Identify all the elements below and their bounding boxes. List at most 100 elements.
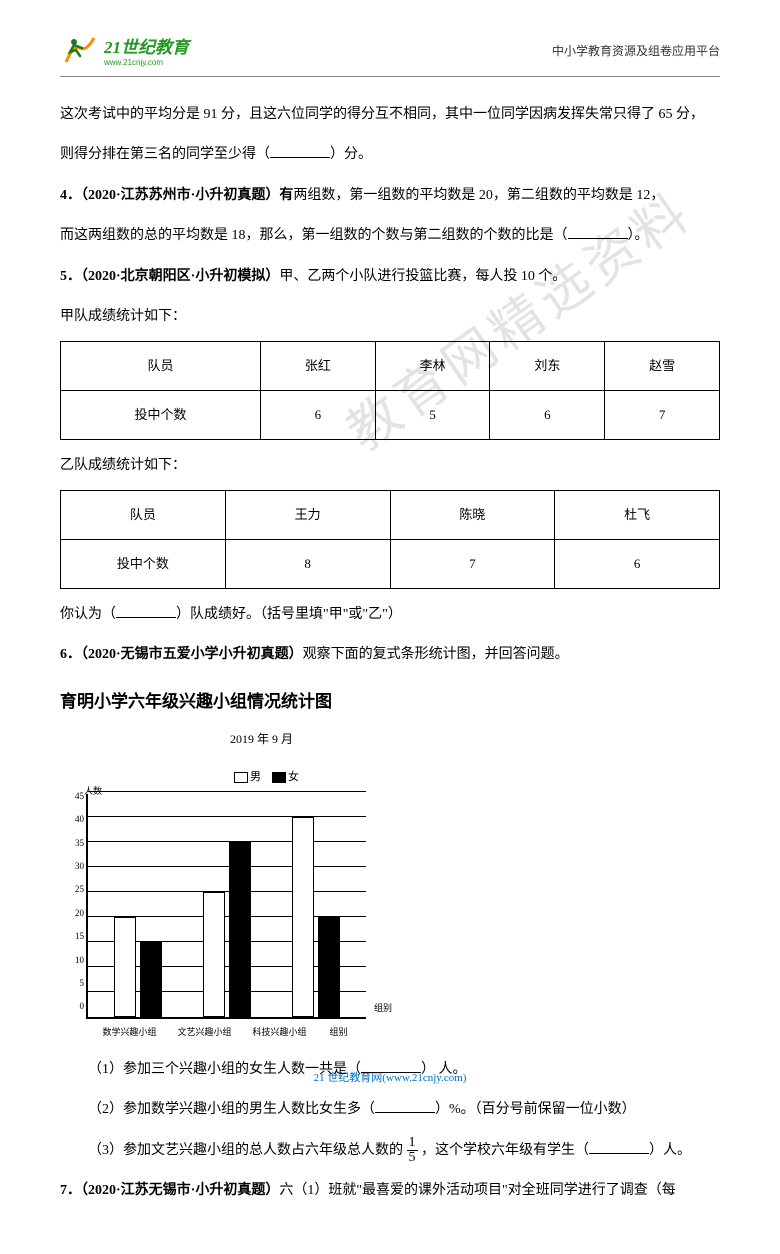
q6-sub1-blank[interactable]: [361, 1059, 421, 1073]
logo-text-url: www.21cnjy.com: [104, 58, 189, 67]
q4-rest: 两组数，第一组数的平均数是 20，第二组数的平均数是 12，: [293, 188, 664, 203]
x-tick-label: 科技兴趣小组: [249, 1021, 311, 1044]
y-tick: 15: [66, 925, 84, 948]
chart-plot: 组别: [86, 794, 366, 1019]
q4-label: 4．（2020·江苏苏州市·小升初真题）有: [60, 188, 293, 203]
bar-male: [203, 892, 225, 1017]
q5-foot-post: ）队成绩好。（括号里填"甲"或"乙"）: [176, 607, 402, 622]
chart-legend: 男 女: [234, 763, 366, 792]
q5-blank[interactable]: [116, 604, 176, 618]
bar-female: [318, 917, 340, 1017]
table-row: 队员 张红 李林 刘东 赵雪: [61, 342, 720, 391]
q5-foot-pre: 你认为（: [60, 607, 116, 622]
y-axis-ticks: 051015202530354045: [66, 794, 86, 1019]
bar-female: [140, 942, 162, 1017]
fraction: 15: [407, 1136, 418, 1165]
q6-sub1-pre: （1）参加三个兴趣小组的女生人数一共是（: [88, 1062, 361, 1077]
table-team-b: 队员 王力 陈晓 杜飞 投中个数 8 7 6: [60, 490, 720, 589]
bars-container: [88, 794, 366, 1017]
q5-sub2: 乙队成绩统计如下：: [60, 448, 720, 484]
y-tick: 25: [66, 878, 84, 901]
bar-male: [114, 917, 136, 1017]
th: 张红: [260, 342, 375, 391]
y-tick: 0: [66, 995, 84, 1018]
q6-sub3-post: ）人。: [649, 1143, 691, 1158]
th: 队员: [61, 342, 261, 391]
bar-chart: 男 女 人数 051015202530354045 组别 数学兴趣小组文艺兴趣小…: [66, 763, 366, 1044]
table-team-a: 队员 张红 李林 刘东 赵雪 投中个数 6 5 6 7: [60, 341, 720, 440]
th: 王力: [225, 491, 390, 540]
bar-group: [285, 794, 347, 1017]
q4-line2: 而这两组数的总的平均数是 18，那么，第一组数的个数与第二组数的个数的比是（ ）。: [60, 218, 720, 254]
y-tick: 30: [66, 855, 84, 878]
td: 6: [260, 391, 375, 440]
q6-sub2-post: ）%。（百分号前保留一位小数）: [435, 1102, 636, 1117]
y-tick: 20: [66, 902, 84, 925]
logo-text-cn: 21世纪教育: [104, 33, 189, 58]
q5-label: 5．（2020·北京朝阳区·小升初模拟）: [60, 269, 279, 284]
legend-male-box: [234, 772, 248, 783]
bar-group: [196, 794, 258, 1017]
gridline: [88, 791, 366, 792]
td: 投中个数: [61, 540, 226, 589]
td: 6: [555, 540, 720, 589]
th: 李林: [375, 342, 490, 391]
q5-sub1: 甲队成绩统计如下：: [60, 299, 720, 335]
td: 6: [490, 391, 605, 440]
x-axis-labels: 数学兴趣小组文艺兴趣小组科技兴趣小组组别: [86, 1019, 366, 1044]
bar-male: [292, 817, 314, 1017]
q5-line1: 5．（2020·北京朝阳区·小升初模拟）甲、乙两个小队进行投篮比赛，每人投 10…: [60, 259, 720, 295]
th: 赵雪: [605, 342, 720, 391]
q3-line1: 这次考试中的平均分是 91 分，且这六位同学的得分互不相同，其中一位同学因病发挥…: [60, 97, 720, 133]
q4-line1: 4．（2020·江苏苏州市·小升初真题）有两组数，第一组数的平均数是 20，第二…: [60, 178, 720, 214]
q5-foot: 你认为（ ）队成绩好。（括号里填"甲"或"乙"）: [60, 597, 720, 633]
q5-rest: 甲、乙两个小队进行投篮比赛，每人投 10 个。: [279, 269, 566, 284]
legend-female-box: [272, 772, 286, 783]
td: 5: [375, 391, 490, 440]
table-row: 投中个数 6 5 6 7: [61, 391, 720, 440]
q6-sub3-pre: （3）参加文艺兴趣小组的总人数占六年级总人数的: [88, 1143, 403, 1158]
x-tick-label: 数学兴趣小组: [99, 1021, 161, 1044]
q6-sub1: （1）参加三个兴趣小组的女生人数一共是（） 人。: [88, 1052, 720, 1088]
logo: 21世纪教育 www.21cnjy.com: [60, 30, 189, 70]
th: 刘东: [490, 342, 605, 391]
q4-blank[interactable]: [568, 225, 628, 239]
q3-line2: 则得分排在第三名的同学至少得（ ）分。: [60, 137, 720, 173]
chart-subtitle: 2019 年 9 月: [230, 724, 720, 755]
q6-rest: 观察下面的复式条形统计图，并回答问题。: [303, 647, 569, 662]
logo-icon: [60, 30, 100, 70]
q6-label: 6．（2020·无锡市五爱小学小升初真题）: [60, 647, 303, 662]
header-subtitle: 中小学教育资源及组卷应用平台: [552, 42, 720, 59]
td: 投中个数: [61, 391, 261, 440]
table-row: 队员 王力 陈晓 杜飞: [61, 491, 720, 540]
q7-line1: 7．（2020·江苏无锡市·小升初真题）六（1）班就"最喜爱的课外活动项目"对全…: [60, 1173, 720, 1209]
q6-sub2-blank[interactable]: [375, 1099, 435, 1113]
y-tick: 45: [66, 785, 84, 808]
q4-line2-pre: 而这两组数的总的平均数是 18，那么，第一组数的个数与第二组数的个数的比是（: [60, 228, 568, 243]
td: 7: [605, 391, 720, 440]
q6-line1: 6．（2020·无锡市五爱小学小升初真题）观察下面的复式条形统计图，并回答问题。: [60, 637, 720, 673]
q6-sub2-pre: （2）参加数学兴趣小组的男生人数比女生多（: [88, 1102, 375, 1117]
y-tick: 40: [66, 808, 84, 831]
q3-line2-post: ）分。: [330, 147, 372, 162]
q3-blank[interactable]: [270, 144, 330, 158]
y-tick: 35: [66, 832, 84, 855]
q4-line2-post: ）。: [628, 228, 649, 243]
y-tick: 10: [66, 949, 84, 972]
x-tick-label: 组别: [324, 1021, 354, 1044]
table-row: 投中个数 8 7 6: [61, 540, 720, 589]
y-tick: 5: [66, 972, 84, 995]
td: 7: [390, 540, 555, 589]
legend-female-label: 女: [288, 771, 299, 783]
q6-sub2: （2）参加数学兴趣小组的男生人数比女生多（ ）%。（百分号前保留一位小数）: [88, 1092, 720, 1128]
th: 队员: [61, 491, 226, 540]
bar-female: [229, 842, 251, 1017]
q6-sub3: （3）参加文艺兴趣小组的总人数占六年级总人数的 15 ，这个学校六年级有学生（ ）…: [88, 1133, 720, 1169]
th: 陈晓: [390, 491, 555, 540]
chart-title: 育明小学六年级兴趣小组情况统计图: [60, 680, 720, 724]
page-header: 21世纪教育 www.21cnjy.com 中小学教育资源及组卷应用平台: [60, 30, 720, 77]
td: 8: [225, 540, 390, 589]
q6-sub3-blank[interactable]: [589, 1140, 649, 1154]
q3-line2-pre: 则得分排在第三名的同学至少得（: [60, 147, 270, 162]
q6-sub3-mid: ，这个学校六年级有学生（: [421, 1143, 589, 1158]
